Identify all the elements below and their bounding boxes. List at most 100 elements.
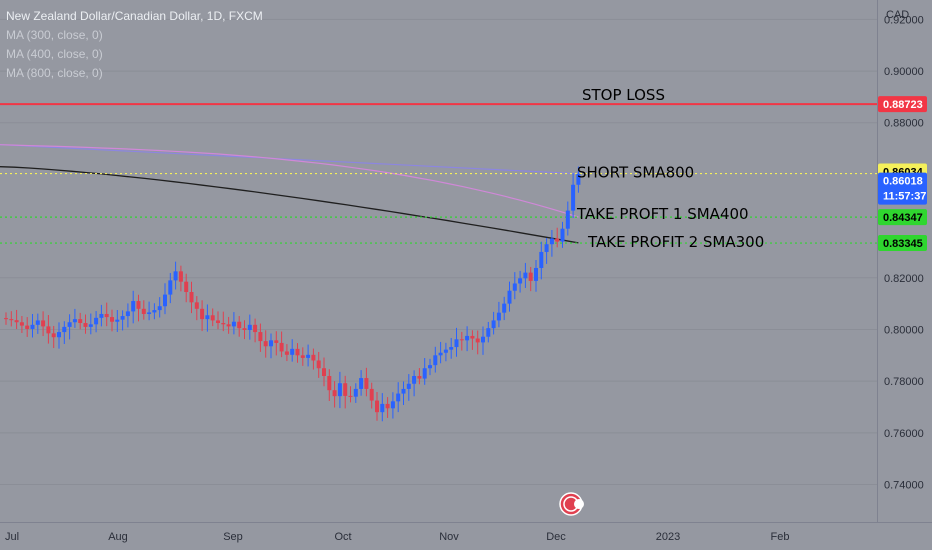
candle-body [481, 336, 485, 343]
price-tag-bg [878, 235, 927, 252]
ma800-legend[interactable]: MA (800, close, 0) [6, 66, 103, 80]
candle [163, 283, 167, 315]
price-tag-value: 0.83345 [883, 238, 923, 250]
candle [438, 341, 443, 364]
x-tick-label: Dec [546, 531, 566, 543]
candle-body [4, 318, 8, 320]
candle-body [147, 312, 152, 314]
candle-body [88, 324, 93, 327]
x-tick-label: Sep [223, 531, 243, 543]
x-axis: Jul Aug Sep Oct Nov Dec 2023 Feb [0, 522, 932, 550]
ma300-legend[interactable]: MA (300, close, 0) [6, 28, 103, 42]
candle-body [258, 332, 263, 342]
price-tags: 0.887230.860340.8601811:57:370.843470.83… [878, 96, 927, 252]
candle-body [136, 301, 141, 309]
event-icon[interactable] [559, 492, 584, 516]
candle [258, 323, 263, 352]
x-tick-label: Oct [334, 531, 351, 543]
candle [88, 313, 93, 335]
candle [300, 347, 305, 366]
candle [115, 309, 120, 332]
candle-body [41, 320, 46, 327]
candle-body [369, 388, 374, 401]
candle [4, 312, 8, 325]
candle [359, 370, 364, 396]
candle [290, 339, 295, 362]
candle-body [62, 326, 67, 333]
candle-body [454, 339, 459, 348]
candle-body [311, 354, 316, 361]
candle [353, 383, 358, 403]
candle [528, 266, 533, 292]
candle [41, 311, 46, 337]
candle [125, 303, 130, 328]
candle-body [549, 238, 554, 245]
candle [306, 344, 311, 367]
candle-body [412, 375, 417, 384]
candle-body [168, 280, 173, 295]
candle-body [459, 339, 464, 341]
gridlines [0, 18, 877, 486]
candle-body [449, 347, 454, 350]
candle [99, 304, 104, 327]
candle [465, 326, 470, 352]
candle-body [518, 278, 523, 284]
candle [57, 322, 61, 349]
candle-body [385, 403, 390, 409]
candle [385, 397, 390, 418]
price-tag: 0.86018 11:57:37 [878, 172, 927, 205]
candle [173, 261, 178, 290]
chart-annotation: SHORT SMA800 [577, 164, 694, 182]
annotations: STOP LOSS SHORT SMA800 TAKE PROFT 1 SMA400… [576, 86, 764, 251]
candle-body [152, 310, 157, 313]
candle-body [348, 395, 353, 397]
price-tag-bg [878, 96, 927, 113]
y-tick-label: 0.80000 [884, 324, 924, 336]
candle-body [327, 375, 332, 391]
candle-body [115, 319, 120, 322]
candle [19, 315, 24, 333]
candle-body [141, 308, 146, 314]
candle-body [19, 322, 24, 326]
candle-body [237, 321, 242, 329]
candle [35, 313, 40, 334]
candle [284, 344, 289, 362]
candle [560, 221, 565, 248]
candle-body [284, 351, 289, 355]
x-tick-label: Aug [108, 531, 128, 543]
x-tick-label: 2023 [656, 531, 680, 543]
candle [14, 309, 19, 330]
candle-body [491, 320, 496, 329]
candle-body [210, 315, 215, 321]
candle [62, 321, 67, 345]
candle-body [539, 251, 544, 268]
candle [295, 343, 300, 363]
x-tick-label: Nov [439, 531, 459, 543]
price-tag-bg [878, 209, 927, 226]
candle-body [406, 383, 411, 389]
candle-body [523, 272, 528, 279]
candle-body [125, 311, 130, 317]
candle [507, 281, 512, 312]
candle [147, 301, 152, 321]
candle-body [571, 184, 576, 211]
symbol-title[interactable]: New Zealand Dollar/Canadian Dollar, 1D, … [6, 9, 263, 23]
candle-body [99, 313, 104, 318]
candle-body [343, 383, 348, 396]
candle [279, 331, 284, 358]
candle-body [173, 271, 178, 281]
candle [491, 311, 496, 335]
candle [337, 371, 342, 409]
candle-body [544, 244, 549, 252]
price-tag-bg [878, 172, 927, 205]
y-tick-label: 0.92000 [884, 14, 924, 26]
candle-body [51, 333, 56, 338]
candle [311, 348, 316, 370]
candle-body [576, 173, 581, 185]
candle [428, 358, 432, 376]
candle [152, 303, 157, 320]
ma400-legend[interactable]: MA (400, close, 0) [6, 47, 103, 61]
candle-body [231, 321, 236, 327]
